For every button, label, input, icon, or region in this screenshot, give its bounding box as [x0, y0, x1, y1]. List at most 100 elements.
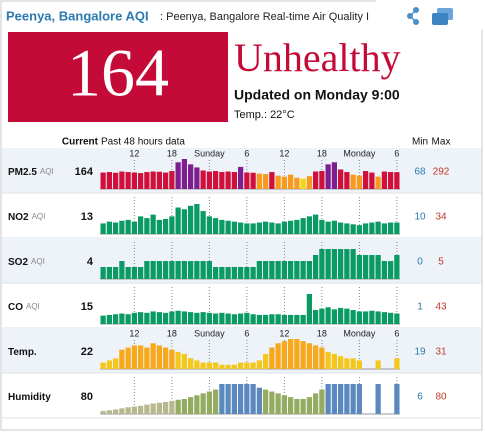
history-bar — [213, 389, 219, 414]
time-label: Monday — [343, 328, 376, 338]
history-bar — [231, 221, 237, 234]
row-name-text: SO2 — [8, 257, 28, 268]
history-bar — [131, 172, 137, 189]
history-bar — [338, 384, 344, 414]
history-bar — [306, 216, 312, 234]
history-bar — [200, 362, 206, 369]
history-bar — [381, 223, 387, 234]
history-bar — [144, 172, 150, 189]
row-name: Humidity — [8, 392, 51, 403]
history-bar — [131, 267, 137, 279]
history-bar — [275, 223, 281, 234]
history-bar — [263, 389, 269, 414]
time-label: 6 — [394, 148, 399, 158]
history-bar — [119, 408, 125, 414]
row-max: 5 — [438, 257, 444, 268]
history-bar — [206, 312, 212, 324]
history-bar — [113, 222, 119, 234]
history-bar — [238, 267, 244, 279]
share-icon[interactable] — [407, 7, 419, 25]
history-bar — [169, 400, 175, 414]
history-bar — [156, 219, 162, 234]
history-bar — [119, 220, 125, 234]
history-bar — [281, 314, 287, 324]
history-bar — [144, 347, 150, 369]
history-bar — [275, 393, 281, 414]
history-bar — [106, 410, 112, 414]
history-bar — [331, 162, 337, 189]
history-bar — [181, 261, 187, 279]
history-bar — [306, 294, 312, 324]
row-unit: AQI — [31, 257, 45, 266]
history-bar — [294, 177, 300, 189]
history-bar — [163, 261, 169, 279]
row-min: 1 — [417, 302, 423, 313]
history-bar — [175, 399, 181, 414]
history-bar — [181, 399, 187, 414]
history-bar — [150, 343, 156, 369]
history-bar — [294, 261, 300, 279]
history-bar — [363, 223, 369, 234]
history-bar — [331, 354, 337, 369]
history-bar — [325, 249, 331, 279]
history-bar — [138, 405, 144, 414]
row-unit: AQI — [32, 212, 46, 221]
row-max: 43 — [435, 302, 447, 313]
history-bar — [356, 360, 362, 369]
current-header: Current — [62, 137, 99, 148]
history-bar — [125, 172, 131, 189]
time-label: 6 — [394, 328, 399, 338]
history-bar — [356, 384, 362, 414]
header-mask — [376, 0, 484, 30]
history-bar — [363, 171, 369, 189]
history-bar — [375, 311, 381, 324]
history-bar — [331, 309, 337, 324]
row-unit: AQI — [26, 302, 40, 311]
history-bar — [294, 219, 300, 234]
history-bar — [275, 343, 281, 369]
history-bar — [313, 310, 319, 324]
history-bar — [194, 360, 200, 369]
history-bar — [338, 307, 344, 324]
history-bar — [175, 162, 181, 189]
history-bar — [275, 261, 281, 279]
history-bar — [194, 395, 200, 414]
time-label: 18 — [317, 148, 327, 158]
history-bar — [219, 384, 225, 414]
history-bar — [344, 249, 350, 279]
history-bar — [363, 311, 369, 324]
history-bar — [306, 261, 312, 279]
history-bar — [125, 314, 131, 324]
history-bar — [306, 343, 312, 369]
history-bar — [156, 261, 162, 279]
history-bar — [219, 312, 225, 324]
history-bar — [263, 174, 269, 189]
history-bar — [163, 402, 169, 414]
history-bar — [169, 349, 175, 369]
history-bar — [394, 172, 400, 189]
history-bar — [306, 176, 312, 189]
history-bar — [263, 314, 269, 324]
history-bar — [244, 267, 250, 279]
history-bar — [100, 411, 106, 414]
row-current: 80 — [81, 391, 93, 403]
history-bar — [300, 218, 306, 234]
history-bar — [269, 261, 275, 279]
history-bar — [375, 176, 381, 189]
history-bar — [300, 314, 306, 324]
history-bar — [181, 311, 187, 324]
history-bar — [231, 364, 237, 369]
row-min: 19 — [414, 347, 426, 358]
history-bar — [288, 314, 294, 324]
history-bar — [275, 175, 281, 189]
history-bar — [288, 397, 294, 414]
history-bar — [250, 267, 256, 279]
history-bar — [131, 312, 137, 324]
history-bar — [219, 364, 225, 369]
header-title[interactable]: Peenya, Bangalore AQI — [6, 8, 149, 23]
window-icon[interactable] — [432, 8, 453, 25]
history-bar — [144, 312, 150, 324]
history-bar — [119, 313, 125, 324]
time-label: 18 — [167, 148, 177, 158]
history-bar — [175, 351, 181, 369]
